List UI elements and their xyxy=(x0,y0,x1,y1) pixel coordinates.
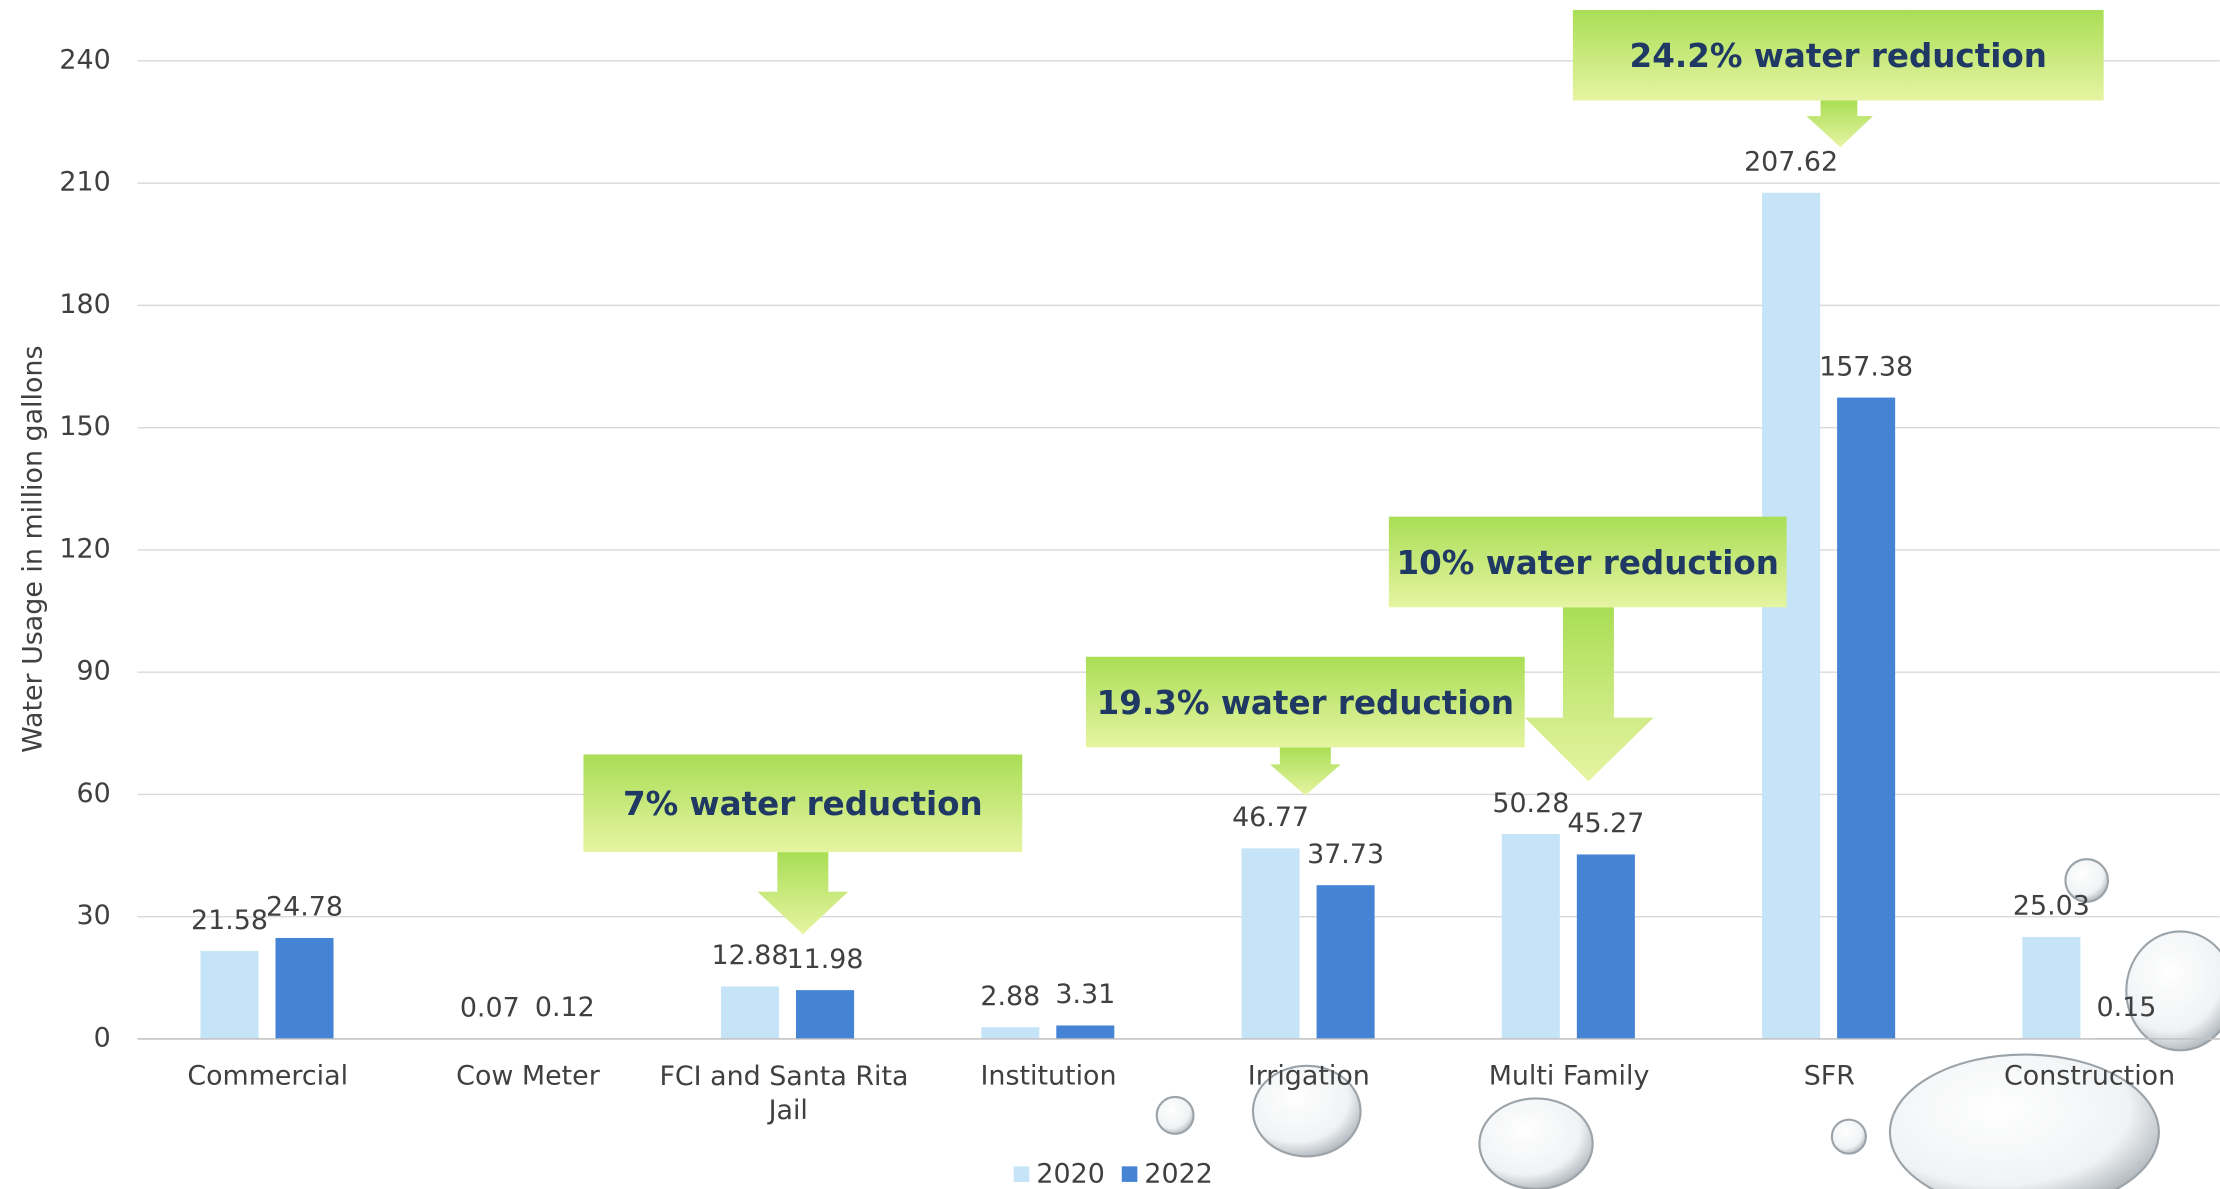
x-tick-label: Construction xyxy=(2004,1061,2175,1092)
y-tick-label: 120 xyxy=(59,533,110,564)
bar xyxy=(1317,885,1375,1039)
y-tick-label: 60 xyxy=(76,778,110,809)
data-label: 37.73 xyxy=(1307,839,1384,870)
annotation-arrow xyxy=(1525,607,1654,781)
annotation-arrow xyxy=(758,852,849,934)
y-tick-label: 180 xyxy=(59,289,110,320)
data-label: 25.03 xyxy=(2013,891,2090,922)
data-label: 157.38 xyxy=(1819,351,1913,382)
bar xyxy=(1056,1025,1114,1038)
legend-swatch xyxy=(1122,1166,1138,1182)
bar xyxy=(1577,854,1635,1038)
page: {"chart_data": { "type": "bar", "y_label… xyxy=(0,0,2220,1189)
y-tick-label: 150 xyxy=(59,411,110,442)
y-tick-label: 0 xyxy=(94,1022,111,1053)
bar xyxy=(981,1027,1039,1039)
annotation-arrow xyxy=(1270,747,1341,795)
annotation: 19.3% water reduction xyxy=(1097,684,1514,722)
annotation: 24.2% water reduction xyxy=(1630,37,2047,75)
data-label: 12.88 xyxy=(712,940,789,971)
bar xyxy=(796,990,854,1039)
data-label: 24.78 xyxy=(266,892,343,923)
y-tick-label: 90 xyxy=(76,656,110,687)
data-label: 0.07 xyxy=(460,992,520,1023)
bar xyxy=(1762,193,1820,1039)
data-label: 0.12 xyxy=(535,992,595,1023)
x-tick-label: Irrigation xyxy=(1248,1061,1370,1092)
data-label: 2.88 xyxy=(980,981,1040,1012)
y-tick-label: 240 xyxy=(59,44,110,75)
legend-label: 2022 xyxy=(1144,1158,1212,1189)
y-axis-label: Water Usage in million gallons xyxy=(18,346,49,753)
bar xyxy=(1837,398,1895,1039)
x-tick-label: SFR xyxy=(1804,1061,1855,1092)
data-label: 0.15 xyxy=(2096,992,2156,1023)
bar xyxy=(1502,834,1560,1039)
bar xyxy=(200,951,258,1039)
y-tick-label: 30 xyxy=(76,900,110,931)
data-label: 3.31 xyxy=(1055,979,1115,1010)
annotation: 10% water reduction xyxy=(1397,544,1779,582)
y-tick-label: 210 xyxy=(59,167,110,198)
data-label: 21.58 xyxy=(191,905,268,936)
x-tick-label: Commercial xyxy=(187,1061,348,1092)
data-label: 50.28 xyxy=(1492,788,1569,819)
legend-label: 2020 xyxy=(1036,1158,1104,1189)
data-label: 46.77 xyxy=(1232,802,1309,833)
bar xyxy=(1242,848,1300,1039)
annotation: 7% water reduction xyxy=(623,785,983,823)
bar xyxy=(2022,937,2080,1039)
x-tick-label: FCI and Santa Rita Jail xyxy=(659,1061,917,1126)
bar xyxy=(275,938,333,1039)
x-tick-label: Cow Meter xyxy=(456,1061,601,1092)
data-label: 45.27 xyxy=(1567,808,1644,839)
bar xyxy=(721,986,779,1038)
annotation-arrow xyxy=(1806,100,1873,147)
x-tick-label: Multi Family xyxy=(1489,1061,1650,1092)
data-label: 207.62 xyxy=(1744,147,1838,178)
legend-swatch xyxy=(1014,1166,1030,1182)
x-tick-label: Institution xyxy=(981,1061,1117,1092)
data-label: 11.98 xyxy=(787,944,864,975)
chart: Water Usage in million gallons 0 30 60 90 12… xyxy=(0,0,2220,1189)
